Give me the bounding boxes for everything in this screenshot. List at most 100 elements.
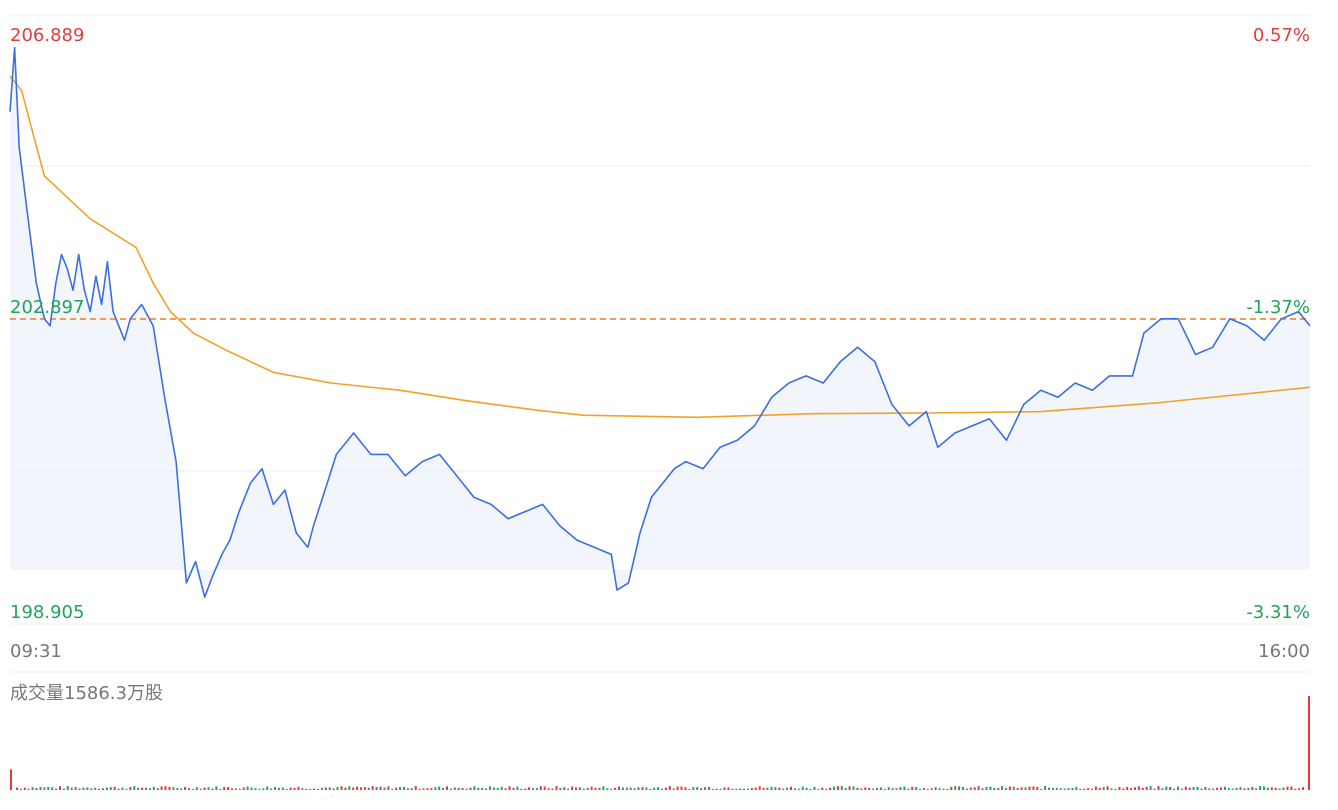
volume-bar	[442, 788, 445, 790]
volume-bar	[1274, 787, 1277, 790]
volume-bar	[391, 788, 394, 790]
volume-bar	[1134, 787, 1136, 790]
volume-bar	[422, 788, 425, 790]
volume-bar	[1102, 787, 1105, 790]
volume-bar	[1024, 787, 1027, 790]
volume-bar	[848, 786, 851, 790]
volume-bar	[473, 786, 476, 790]
volume-bar	[997, 788, 1000, 790]
volume-bar	[774, 787, 777, 790]
volume-bar	[887, 787, 890, 790]
volume-bar	[946, 788, 949, 790]
volume-bar	[231, 788, 233, 790]
volume-bar	[696, 787, 699, 790]
volume-bar	[1055, 787, 1058, 790]
volume-bar	[121, 787, 124, 790]
volume-bar	[973, 787, 976, 790]
volume-bar	[313, 788, 316, 790]
volume-bar	[250, 787, 253, 790]
volume-bar	[524, 788, 527, 790]
volume-bar	[82, 787, 85, 790]
volume-bar	[47, 787, 50, 790]
volume-bar	[375, 787, 378, 790]
volume-bar	[1223, 786, 1226, 790]
volume-bar	[1177, 786, 1179, 790]
volume-bar	[266, 786, 269, 790]
volume-bar	[188, 788, 190, 790]
volume-bar	[1051, 787, 1054, 790]
volume-bar	[449, 788, 452, 790]
volume-bar	[1087, 788, 1090, 790]
volume-bar	[379, 786, 382, 790]
volume-bar	[915, 787, 918, 790]
volume-bar	[434, 787, 437, 790]
volume-bar	[219, 788, 222, 790]
volume-bar	[1294, 788, 1297, 790]
volume-bar	[1169, 787, 1172, 790]
volume-bar	[1118, 787, 1121, 790]
volume-bar	[168, 786, 171, 790]
volume-bar	[360, 787, 362, 790]
volume-bar	[930, 788, 933, 790]
volume-bar	[559, 788, 562, 790]
volume-bar	[176, 788, 179, 790]
volume-bar	[981, 788, 984, 790]
volume-bar	[965, 788, 968, 790]
volume-bar	[582, 788, 585, 790]
volume-bar	[977, 786, 980, 790]
volume-bar	[489, 786, 491, 790]
volume-bar	[477, 787, 480, 790]
volume-bar	[551, 788, 554, 790]
volume-bar	[1282, 787, 1285, 790]
volume-bar	[731, 788, 734, 790]
volume-bar	[113, 786, 116, 790]
volume-bar	[86, 787, 89, 790]
volume-bar	[606, 788, 609, 790]
volume-bar	[719, 788, 722, 790]
volume-bar	[254, 788, 257, 790]
volume-bar	[856, 787, 859, 790]
volume-bar	[676, 786, 679, 790]
volume-bar	[801, 786, 804, 790]
volume-bar	[610, 788, 613, 790]
volume-bar	[891, 788, 894, 790]
volume-bar	[461, 788, 464, 790]
volume-bar	[1020, 787, 1023, 790]
volume-bar	[1302, 787, 1305, 790]
volume-bar	[680, 786, 683, 790]
volume-bar	[367, 787, 370, 790]
time-start-label: 09:31	[10, 641, 62, 662]
volume-bar	[328, 787, 331, 790]
volume-bar	[762, 787, 765, 790]
volume-bar	[344, 787, 347, 790]
average-price-line	[9, 75, 1311, 419]
volume-bar	[1239, 787, 1242, 790]
volume-bar	[1083, 788, 1086, 790]
volume-bar	[868, 788, 871, 790]
volume-bar	[993, 787, 996, 790]
volume-bar	[528, 787, 531, 790]
volume-bar	[1036, 786, 1039, 790]
volume-bar	[1255, 788, 1258, 790]
volume-bar	[133, 786, 136, 790]
volume-bar	[567, 788, 570, 790]
volume-bar	[320, 787, 323, 790]
volume-bar	[1204, 787, 1207, 790]
volume-bar	[184, 786, 187, 790]
price-mid-label: 202.897	[10, 297, 84, 318]
volume-bar	[555, 786, 558, 790]
volume-bar	[872, 788, 875, 790]
volume-bar	[989, 786, 992, 790]
volume-bar	[1161, 788, 1164, 790]
volume-bar	[840, 786, 843, 790]
volume-bar	[207, 787, 210, 790]
volume-bar	[262, 788, 265, 790]
volume-bar	[289, 787, 292, 790]
volume-bar	[1286, 786, 1289, 790]
volume-bar	[645, 787, 648, 790]
volume-bar	[547, 788, 550, 790]
volume-bar	[614, 788, 617, 790]
volume-bar	[727, 787, 730, 790]
volume-bar	[90, 788, 93, 790]
